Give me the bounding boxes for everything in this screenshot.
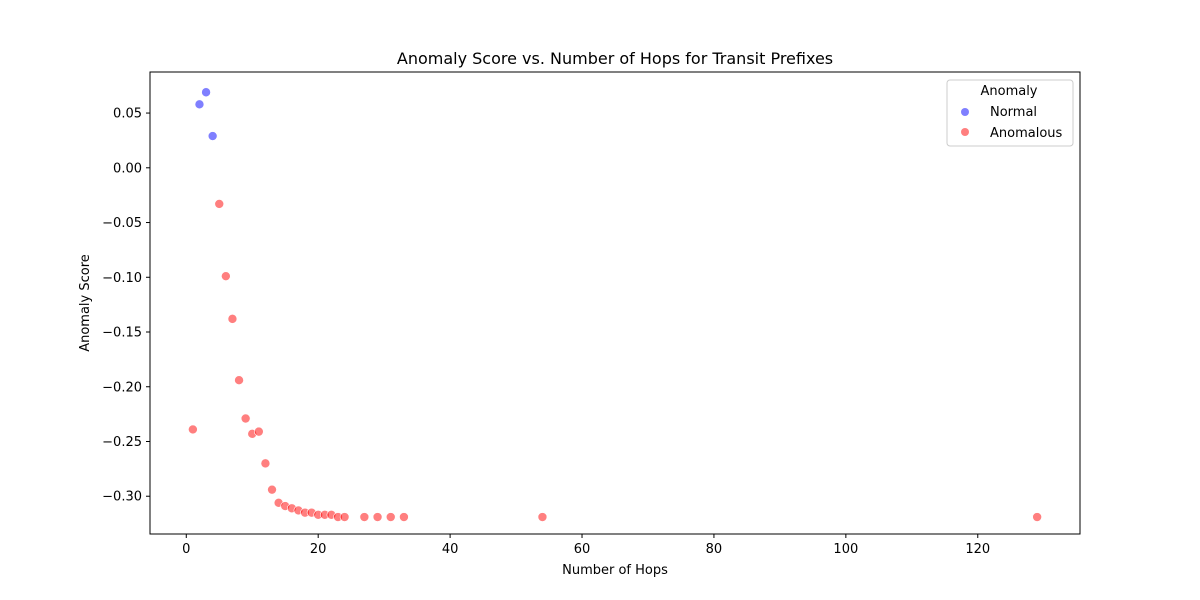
data-point-normal xyxy=(201,87,211,98)
plot-frame xyxy=(149,71,1081,535)
x-tick-label: 40 xyxy=(442,542,459,557)
data-point-anomalous xyxy=(385,512,396,522)
y-axis-ticks: 0.05 0.00 −0.05 −0.10 −0.15 −0.20 −0.25 −0.30 xyxy=(102,107,150,505)
x-axis-ticks: 0 20 40 60 80 100 120 xyxy=(182,534,990,557)
x-tick-label: 60 xyxy=(574,542,591,557)
legend-label-normal: Normal xyxy=(990,105,1037,120)
data-point-anomalous xyxy=(267,484,277,495)
y-tick-label: −0.15 xyxy=(102,326,142,341)
legend-marker-normal xyxy=(961,108,969,116)
legend-title: Anomaly xyxy=(980,84,1037,99)
y-tick-label: 0.00 xyxy=(113,161,142,176)
points-layer xyxy=(188,87,1042,522)
data-point-anomalous xyxy=(537,512,548,522)
data-point-anomalous xyxy=(227,314,238,324)
legend-marker-anomalous xyxy=(961,128,969,136)
x-tick-label: 80 xyxy=(706,542,723,557)
data-point-anomalous xyxy=(214,199,225,209)
data-point-anomalous xyxy=(1032,512,1042,522)
legend: Anomaly Normal Anomalous xyxy=(946,79,1074,147)
data-point-anomalous xyxy=(221,271,231,281)
x-tick-label: 100 xyxy=(833,542,858,557)
y-tick-label: −0.05 xyxy=(102,216,142,231)
y-tick-label: 0.05 xyxy=(113,107,142,122)
data-point-anomalous xyxy=(339,512,350,522)
data-point-anomalous xyxy=(359,512,370,522)
x-tick-label: 120 xyxy=(965,542,990,557)
data-point-anomalous xyxy=(254,426,264,437)
data-point-anomalous xyxy=(240,413,251,424)
y-tick-label: −0.25 xyxy=(102,435,142,450)
x-tick-label: 0 xyxy=(182,542,190,557)
y-axis-label: Anomaly Score xyxy=(78,254,93,352)
data-point-anomalous xyxy=(399,512,409,522)
x-axis-label: Number of Hops xyxy=(562,563,668,578)
y-tick-label: −0.10 xyxy=(102,271,142,286)
x-tick-label: 20 xyxy=(310,542,327,557)
data-point-anomalous xyxy=(234,375,244,385)
data-point-anomalous xyxy=(188,424,198,435)
y-tick-label: −0.30 xyxy=(102,490,142,505)
y-tick-label: −0.20 xyxy=(102,380,142,395)
data-point-anomalous xyxy=(372,512,383,522)
legend-box xyxy=(946,79,1074,147)
data-point-anomalous xyxy=(260,458,271,469)
data-point-normal xyxy=(194,99,205,110)
chart-title: Anomaly Score vs. Number of Hops for Tra… xyxy=(397,49,833,68)
legend-label-anomalous: Anomalous xyxy=(990,126,1063,141)
data-point-normal xyxy=(207,131,218,141)
